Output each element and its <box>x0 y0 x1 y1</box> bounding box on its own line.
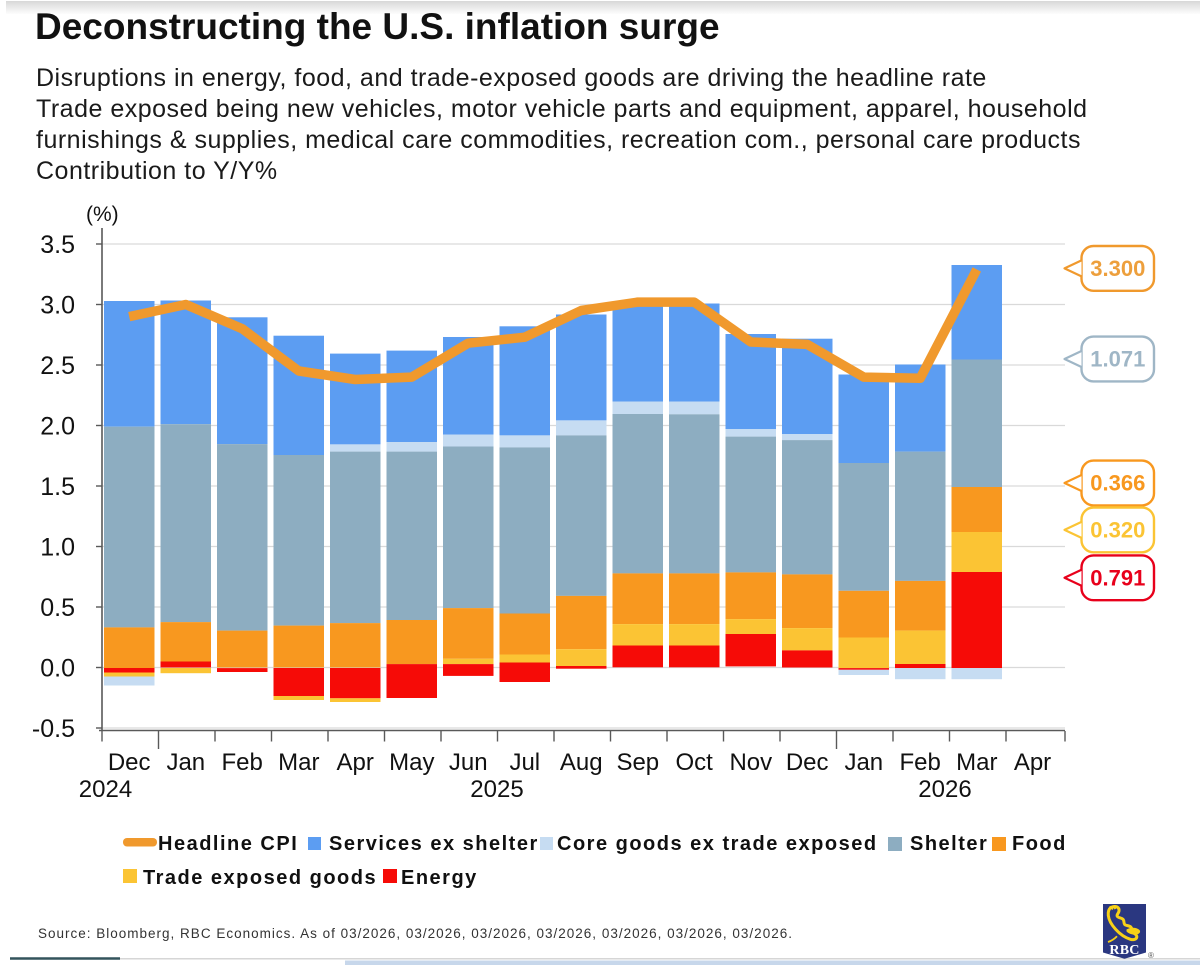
svg-text:0.791: 0.791 <box>1090 566 1145 591</box>
svg-text:Jun: Jun <box>449 749 488 776</box>
svg-text:Aug: Aug <box>560 749 603 776</box>
svg-text:0.0: 0.0 <box>40 655 75 683</box>
svg-text:Sep: Sep <box>616 749 659 776</box>
svg-text:RBC: RBC <box>1109 943 1139 958</box>
svg-text:May: May <box>389 749 434 776</box>
svg-text:(%): (%) <box>86 203 119 226</box>
svg-text:Apr: Apr <box>337 749 374 776</box>
svg-text:Mar: Mar <box>956 749 997 776</box>
svg-text:2.0: 2.0 <box>40 413 75 441</box>
svg-text:Mar: Mar <box>278 749 319 776</box>
svg-text:Feb: Feb <box>900 749 941 776</box>
svg-text:Dec: Dec <box>786 749 829 776</box>
svg-text:-0.5: -0.5 <box>32 715 75 743</box>
svg-text:Services ex shelter: Services ex shelter <box>329 833 539 855</box>
svg-text:Dec: Dec <box>108 749 151 776</box>
svg-text:Trade exposed goods: Trade exposed goods <box>143 867 377 889</box>
svg-text:3.300: 3.300 <box>1090 256 1145 281</box>
svg-text:Core goods ex trade exposed: Core goods ex trade exposed <box>557 833 878 855</box>
svg-text:2025: 2025 <box>470 776 523 803</box>
svg-text:Source: Bloomberg, RBC Economi: Source: Bloomberg, RBC Economics. As of … <box>38 926 793 941</box>
svg-text:1.5: 1.5 <box>40 473 75 501</box>
svg-text:2026: 2026 <box>918 776 971 803</box>
svg-text:Oct: Oct <box>676 749 714 776</box>
svg-text:0.5: 0.5 <box>40 594 75 622</box>
svg-text:3.0: 3.0 <box>40 292 75 320</box>
svg-text:Jan: Jan <box>844 749 883 776</box>
svg-text:Nov: Nov <box>729 749 772 776</box>
svg-text:2.5: 2.5 <box>40 352 75 380</box>
svg-text:0.366: 0.366 <box>1090 471 1145 496</box>
svg-text:Energy: Energy <box>401 867 478 889</box>
svg-text:Jan: Jan <box>166 749 205 776</box>
svg-text:2024: 2024 <box>79 776 132 803</box>
svg-text:Headline CPI: Headline CPI <box>158 833 298 855</box>
svg-text:Shelter: Shelter <box>910 833 988 855</box>
svg-text:Feb: Feb <box>222 749 263 776</box>
svg-text:1.071: 1.071 <box>1090 347 1145 372</box>
svg-text:Apr: Apr <box>1014 749 1051 776</box>
svg-text:®: ® <box>1148 951 1154 960</box>
svg-text:Jul: Jul <box>509 749 540 776</box>
svg-text:3.5: 3.5 <box>40 231 75 259</box>
svg-text:0.320: 0.320 <box>1090 518 1145 543</box>
svg-text:1.0: 1.0 <box>40 534 75 562</box>
svg-text:Food: Food <box>1012 833 1067 855</box>
